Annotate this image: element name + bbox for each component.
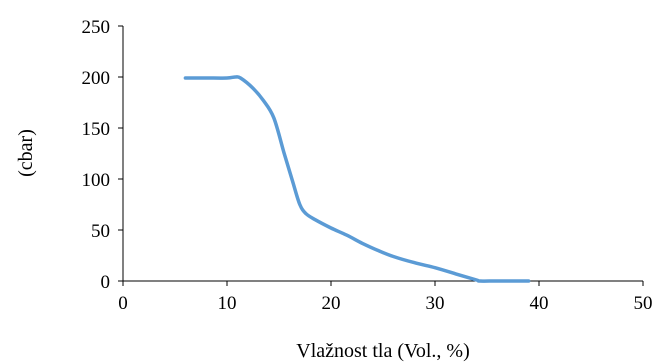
y-tick-label: 250 [82,17,111,38]
series-line [183,75,531,283]
x-tick-label: 0 [118,293,128,314]
series-layer [183,75,531,283]
x-tick-label: 10 [218,293,237,314]
y-tick-label: 0 [101,272,111,293]
y-ticks: 0 50 100 150 200 250 [82,17,123,293]
axes [122,26,643,282]
x-tick-label: 30 [426,293,445,314]
x-tick-label: 20 [322,293,341,314]
x-ticks: 0 10 20 30 40 50 [118,281,653,314]
x-tick-label: 50 [634,293,653,314]
y-tick-label: 50 [91,221,110,242]
y-tick-label: 100 [82,170,111,191]
y-tick-label: 200 [82,68,111,89]
x-tick-label: 40 [530,293,549,314]
y-axis-title: (cbar) [15,129,37,177]
x-axis-title: Vlažnost tla (Vol., %) [296,340,470,362]
y-tick-label: 150 [82,119,111,140]
